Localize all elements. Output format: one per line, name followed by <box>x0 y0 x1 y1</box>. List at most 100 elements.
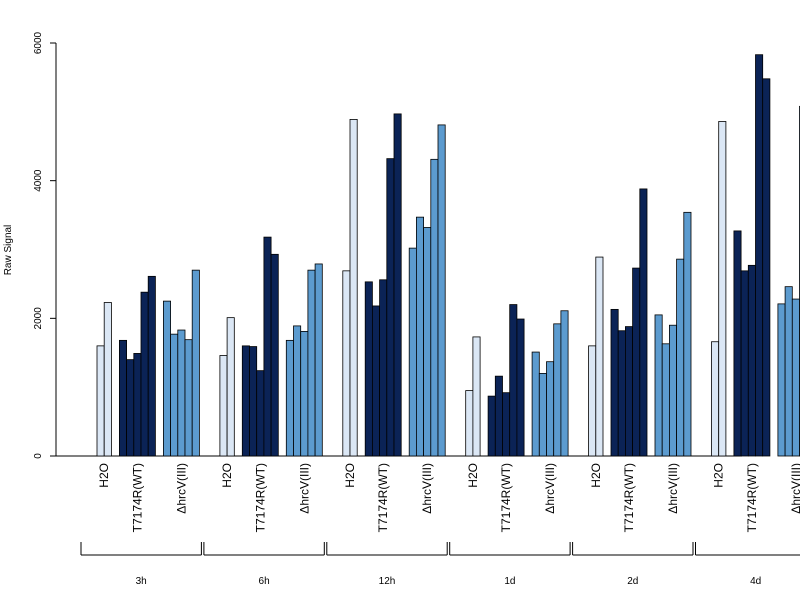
category-label: H2O <box>589 463 603 488</box>
y-tick-label: 0 <box>33 453 44 459</box>
bar <box>162 300 171 457</box>
category-label: ΔhrcV(III) <box>789 463 800 514</box>
bar <box>379 279 388 457</box>
category-label: ΔhrcV(III) <box>297 463 311 514</box>
bar <box>386 158 395 457</box>
category-label: ΔhrcV(III) <box>174 463 188 514</box>
bar <box>546 361 555 457</box>
bar <box>437 124 446 457</box>
bar <box>661 343 670 457</box>
group-label: 12h <box>379 576 396 587</box>
bar <box>241 345 250 457</box>
bar <box>747 264 756 457</box>
bar <box>300 331 309 457</box>
bar <box>791 298 800 457</box>
bar <box>560 310 569 457</box>
bar <box>516 318 525 457</box>
bar <box>494 375 503 457</box>
bar <box>718 121 727 457</box>
bar <box>285 339 294 457</box>
category-label: ΔhrcV(III) <box>666 463 680 514</box>
bar <box>119 339 128 457</box>
category-label: H2O <box>97 463 111 488</box>
bar <box>740 270 749 457</box>
bar <box>509 304 518 457</box>
bar <box>588 345 597 457</box>
group-label: 1d <box>504 576 515 587</box>
category-label: ΔhrcV(III) <box>420 463 434 514</box>
bar <box>249 346 258 457</box>
bar <box>472 336 481 457</box>
bar <box>465 390 474 457</box>
category-label: H2O <box>220 463 234 488</box>
plot-area: 0 2000 4000 6000 H2O T7174R(WT) ΔhrcV(III) 3h H2… <box>33 31 800 587</box>
bar <box>256 370 265 457</box>
category-label: T7174R(WT) <box>130 463 144 532</box>
bar <box>553 323 562 457</box>
bar <box>625 326 634 457</box>
group-label: 2d <box>627 576 638 587</box>
category-label: T7174R(WT) <box>376 463 390 532</box>
category-label: H2O <box>343 463 357 488</box>
bar <box>408 247 417 457</box>
group-label: 4d <box>750 576 761 587</box>
bar <box>784 286 793 457</box>
bar <box>96 345 105 457</box>
bar <box>654 314 663 457</box>
bar <box>531 351 540 457</box>
bar <box>307 269 316 457</box>
group-label: 6h <box>259 576 270 587</box>
y-tick-label: 6000 <box>33 31 44 54</box>
category-label: T7174R(WT) <box>622 463 636 532</box>
bar <box>632 267 641 457</box>
bar <box>755 54 764 457</box>
bar <box>595 256 604 457</box>
bar <box>126 359 135 457</box>
category-label: T7174R(WT) <box>499 463 513 532</box>
bar <box>133 353 142 457</box>
bar <box>191 269 200 457</box>
bar <box>219 355 228 457</box>
bar <box>364 281 373 457</box>
bar <box>711 341 720 457</box>
bar <box>177 329 186 457</box>
bar <box>502 392 511 457</box>
bar <box>140 291 149 457</box>
category-label: T7174R(WT) <box>253 463 267 532</box>
bar <box>610 308 619 457</box>
bar <box>762 78 771 457</box>
bar <box>103 302 112 457</box>
bar <box>263 236 272 457</box>
bar <box>147 275 156 457</box>
bar <box>430 158 439 457</box>
bar <box>639 188 648 457</box>
category-label: H2O <box>466 463 480 488</box>
bar <box>293 325 302 457</box>
bar <box>314 263 323 457</box>
bar <box>487 395 496 457</box>
bar <box>617 330 626 457</box>
bar <box>371 305 380 457</box>
y-tick-label: 2000 <box>33 307 44 330</box>
category-label: T7174R(WT) <box>745 463 759 532</box>
category-label: ΔhrcV(III) <box>543 463 557 514</box>
bar <box>676 258 685 457</box>
bar <box>777 303 786 457</box>
bar <box>270 253 279 457</box>
bar <box>423 227 432 457</box>
bar <box>184 339 193 457</box>
bar <box>349 119 358 457</box>
category-label: H2O <box>712 463 726 488</box>
bar <box>538 372 547 457</box>
group-label: 3h <box>136 576 147 587</box>
bar <box>226 317 235 457</box>
bar <box>393 113 402 457</box>
y-tick-label: 4000 <box>33 169 44 192</box>
bar <box>342 270 351 457</box>
y-axis-label: Raw Signal <box>3 225 14 276</box>
bar <box>415 216 424 457</box>
bar <box>170 333 179 457</box>
bar <box>683 211 692 457</box>
bar <box>669 324 678 457</box>
